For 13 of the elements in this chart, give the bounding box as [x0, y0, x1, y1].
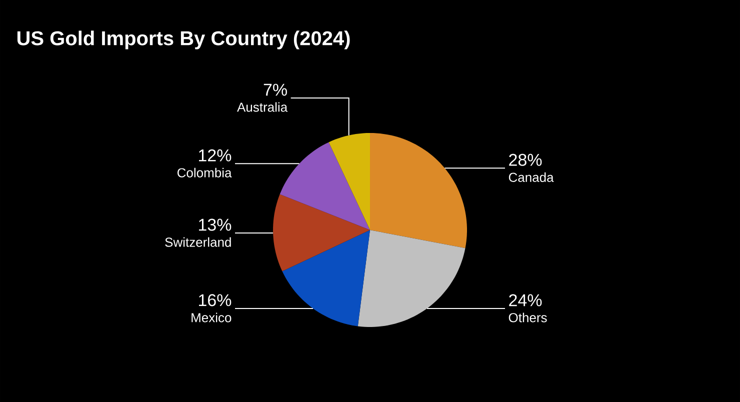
slice-label: Colombia: [177, 168, 232, 178]
data-label: 7%: [264, 84, 287, 96]
slice-label: Australia: [237, 102, 288, 112]
data-label: 16%: [199, 294, 232, 306]
data-label: 13%: [199, 218, 232, 231]
slice-label: Others: [508, 312, 547, 322]
slice-label: Mexico: [192, 312, 232, 322]
slice-label: Switzerland: [165, 237, 231, 247]
slice-label: Canada: [508, 172, 554, 182]
data-label: 24%: [509, 294, 542, 306]
data-label: 12%: [199, 149, 232, 162]
chart-title: US Gold Imports By Country (2024): [17, 30, 350, 50]
data-label: 28%: [509, 154, 542, 166]
